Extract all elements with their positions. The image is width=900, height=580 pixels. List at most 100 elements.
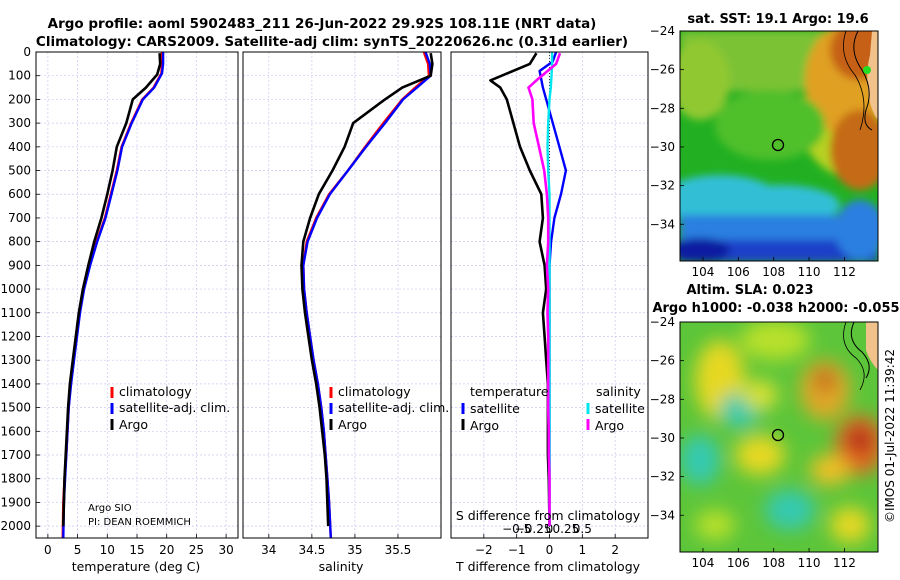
map-y-tick-label: −34 [650,508,675,522]
s-tick-label: 0.25 [553,522,580,536]
map-y-tick-label: −28 [650,101,675,115]
map-x-tick-label: 112 [833,556,856,570]
sst-map-title: sat. SST: 19.1 Argo: 19.6 [687,12,868,27]
x-tick-label: 5 [74,543,82,557]
map-y-tick-label: −30 [650,140,675,154]
y-tick-label: 600 [8,187,31,201]
x-tick-label: 20 [159,543,174,557]
map-x-tick-label: 110 [798,265,821,279]
x-tick-label: 25 [189,543,204,557]
map-y-tick-label: −32 [650,179,675,193]
sla-map-title: Altim. SLA: 0.023 [687,283,814,298]
salinity-plot: 34 34.5 35 35.5 [242,51,442,557]
x-tick-label: 15 [129,543,144,557]
float-position-marker [771,138,785,152]
legend-label-temp-satellite: satellite [470,401,520,416]
s-tick-label: 0.5 [573,522,592,536]
series-argo [62,53,162,527]
pressure-axis-labels: 0 100 200 300 400 500 600 700 800 900 1000 1100 1200… [0,45,40,533]
y-tick-label: 100 [8,69,31,83]
series-climatology [302,51,431,539]
y-tick-label: 1800 [0,472,31,486]
map-x-tick-label: 108 [762,265,785,279]
series-satellite-adj-clim- [62,52,165,539]
salinity-xlabel: salinity [319,559,364,574]
legend-label-climatology: climatology [119,384,192,399]
legend-label-climatology: climatology [338,384,411,399]
x-tick-label: −2 [475,543,493,557]
x-tick-label: 2 [611,543,619,557]
title-line-1: Argo profile: aoml 5902483_211 26-Jun-20… [48,16,597,32]
pi-name: PI: DEAN ROEMMICH [88,517,191,528]
map-x-tick-label: 106 [727,265,750,279]
map-x-tick-label: 110 [798,556,821,570]
float-position-marker [771,428,785,442]
legend-label-sal-argo: Argo [595,418,624,433]
y-tick-label: 1500 [0,401,31,415]
legend-label-argo: Argo [119,417,148,432]
y-tick-label: 800 [8,235,31,249]
temperature-legend: climatology satellite-adj. clim. Argo [110,384,230,432]
y-tick-label: 200 [8,92,31,106]
difference-plot: −2 −1 0 1 2−0.5−0.250 0.250.5 [450,51,649,557]
x-tick-label: 1 [579,543,587,557]
imos-credit: ©IMOS 01-Jul-2022 11:39:42 [883,349,897,523]
y-tick-label: 2000 [0,519,31,533]
map-y-tick-label: −24 [650,24,675,38]
sst-map: 104 106 108 110 112 −24 −26 −28 −30 −32 −34 [650,24,879,279]
difference-xlabel-top: S difference from climatology [456,508,641,523]
series-argo [300,52,434,527]
s-tick-label: −0.5 [502,522,531,536]
s-tick-label: −0.25 [515,522,552,536]
legend-label-sal-satellite: satellite [595,401,645,416]
y-tick-label: 0 [23,45,31,59]
difference-xlabel: T difference from climatology [455,559,641,574]
x-tick-label: −1 [508,543,526,557]
salinity-legend: climatology satellite-adj. clim. Argo [329,384,449,432]
temperature-plot: 0 5 10 15 20 25 30 [35,51,239,557]
argo-institution: Argo SIO [88,503,132,514]
map-y-tick-label: −26 [650,63,675,77]
map-y-tick-label: −30 [650,431,675,445]
plot-frame [242,51,442,539]
y-tick-label: 900 [8,258,31,272]
legend-title-temperature: temperature [470,384,549,399]
y-tick-label: 500 [8,164,31,178]
y-tick-label: 1400 [0,377,31,391]
y-tick-label: 700 [8,211,31,225]
legend-label-temp-argo: Argo [470,418,499,433]
map-x-tick-label: 108 [762,556,785,570]
y-tick-label: 300 [8,116,31,130]
series-satellite-adj-clim- [302,51,432,539]
map-x-tick-label: 112 [833,265,856,279]
sst-map-axes: 104 106 108 110 112 −24 −26 −28 −30 −32 −34 [650,24,856,279]
coastline [853,31,873,131]
map-y-tick-label: −28 [650,392,675,406]
sla-map-subtitle: Argo h1000: -0.038 h2000: -0.055 [652,301,899,316]
map-y-tick-label: −32 [650,470,675,484]
y-tick-label: 1100 [0,306,31,320]
plot-frame [450,51,649,539]
x-tick-label: 35 [347,543,362,557]
map-x-tick-label: 106 [727,556,750,570]
map-y-tick-label: −24 [650,315,675,329]
y-tick-label: 1300 [0,353,31,367]
x-tick-label: 34 [261,543,276,557]
y-tick-label: 400 [8,140,31,154]
y-tick-label: 1200 [0,329,31,343]
x-tick-label: 0 [44,543,52,557]
legend-label-satellite: satellite-adj. clim. [119,400,230,415]
title-line-2: Climatology: CARS2009. Satellite-adj cli… [36,34,628,50]
legend-label-satellite: satellite-adj. clim. [338,400,449,415]
map-y-tick-label: −34 [650,217,675,231]
coastline-land [867,31,878,120]
x-tick-label: 35.5 [385,543,412,557]
difference-legend: temperature salinity satellite Argo sate… [461,384,645,433]
sla-map-axes: 104 106 108 110 112 −24 −26 −28 −30 −32 −34 [650,315,856,570]
legend-title-salinity: salinity [596,384,641,399]
y-tick-label: 1000 [0,282,31,296]
temperature-xlabel: temperature (deg C) [72,559,201,574]
series-salinity-argo [527,52,562,527]
y-tick-label: 1900 [0,495,31,509]
